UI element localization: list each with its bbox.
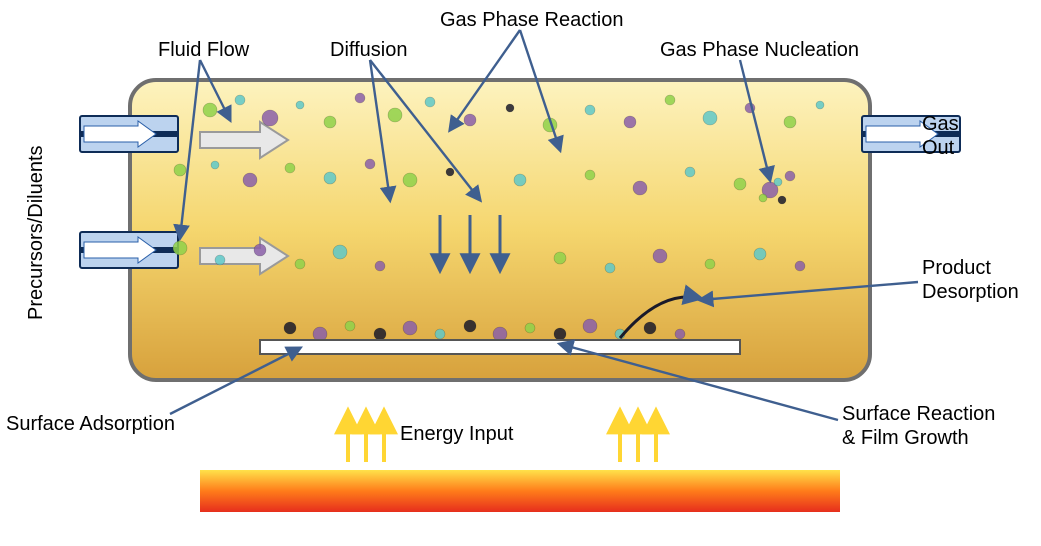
label-gas-out-2: Out: [922, 137, 955, 159]
label-precursors: Precursors/Diluents: [25, 145, 47, 320]
gas-port: [80, 232, 178, 268]
label-product-desorption-1: Product: [922, 257, 991, 279]
label-surface-adsorption: Surface Adsorption: [6, 413, 175, 435]
label-gas-phase-reaction: Gas Phase Reaction: [440, 9, 623, 31]
gas-port: [80, 116, 178, 152]
label-gas-out-1: Gas: [922, 113, 959, 135]
label-surface-reaction-1: Surface Reaction: [842, 403, 995, 425]
label-fluid-flow: Fluid Flow: [158, 39, 250, 61]
label-diffusion: Diffusion: [330, 39, 407, 61]
label-product-desorption-2: Desorption: [922, 281, 1019, 303]
label-energy-input: Energy Input: [400, 423, 514, 445]
label-surface-reaction-2: & Film Growth: [842, 427, 969, 449]
heater-bar: [200, 470, 840, 512]
label-gas-phase-nucleation: Gas Phase Nucleation: [660, 39, 859, 61]
substrate: [260, 340, 740, 354]
